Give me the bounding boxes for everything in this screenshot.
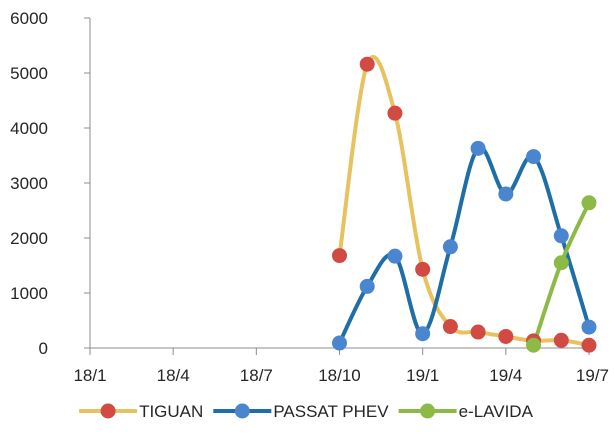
x-tick-label: 18/10 xyxy=(318,366,361,385)
legend-marker-passat-phev xyxy=(234,403,250,419)
series-line-passat-phev xyxy=(337,145,591,346)
x-axis-ticks: 18/1 18/4 18/7 18/10 19/1 19/4 19/7 xyxy=(73,348,609,385)
y-tick-label: 1000 xyxy=(10,284,48,303)
y-axis-ticks: 0 1000 2000 3000 4000 5000 6000 xyxy=(10,9,90,358)
x-tick-label: 18/1 xyxy=(73,366,106,385)
data-point-passat-phev xyxy=(415,326,431,342)
data-point-tiguan xyxy=(332,248,347,264)
legend-label-e-lavida: e-LAVIDA xyxy=(459,402,534,421)
data-point-tiguan xyxy=(498,328,514,344)
data-point-passat-phev xyxy=(332,335,347,351)
data-point-tiguan xyxy=(581,337,597,353)
data-point-passat-phev xyxy=(470,140,486,156)
data-point-tiguan xyxy=(553,332,569,348)
data-point-passat-phev xyxy=(498,186,514,202)
x-tick-label: 19/7 xyxy=(576,366,609,385)
data-point-passat-phev xyxy=(581,319,597,335)
data-point-passat-phev xyxy=(526,149,542,165)
data-point-tiguan xyxy=(442,319,458,335)
data-point-e-lavida xyxy=(526,337,542,353)
data-point-tiguan xyxy=(387,105,403,121)
legend-label-tiguan: TIGUAN xyxy=(139,402,203,421)
legend-marker-e-lavida xyxy=(420,403,436,419)
data-point-passat-phev xyxy=(553,228,569,244)
x-tick-label: 19/1 xyxy=(406,366,439,385)
series-lines xyxy=(337,55,591,348)
data-point-passat-phev xyxy=(442,239,458,255)
data-point-passat-phev xyxy=(359,278,375,294)
data-point-tiguan xyxy=(359,56,375,72)
x-tick-label: 19/4 xyxy=(489,366,522,385)
legend: TIGUAN PASSAT PHEV e-LAVIDA xyxy=(79,402,534,421)
data-point-tiguan xyxy=(415,261,431,277)
data-point-tiguan xyxy=(470,324,486,340)
y-tick-label: 2000 xyxy=(10,229,48,248)
legend-marker-tiguan xyxy=(100,403,116,419)
legend-label-passat-phev: PASSAT PHEV xyxy=(273,402,389,421)
y-tick-label: 3000 xyxy=(10,174,48,193)
series-markers xyxy=(332,56,597,353)
data-point-e-lavida xyxy=(581,195,597,211)
y-tick-label: 0 xyxy=(39,339,48,358)
x-tick-label: 18/4 xyxy=(157,366,190,385)
series-line-e-lavida xyxy=(531,200,591,348)
y-tick-label: 4000 xyxy=(10,119,48,138)
y-tick-label: 5000 xyxy=(10,64,48,83)
data-point-passat-phev xyxy=(387,248,403,264)
data-point-e-lavida xyxy=(553,255,569,271)
y-tick-label: 6000 xyxy=(10,9,48,28)
x-tick-label: 18/7 xyxy=(240,366,273,385)
